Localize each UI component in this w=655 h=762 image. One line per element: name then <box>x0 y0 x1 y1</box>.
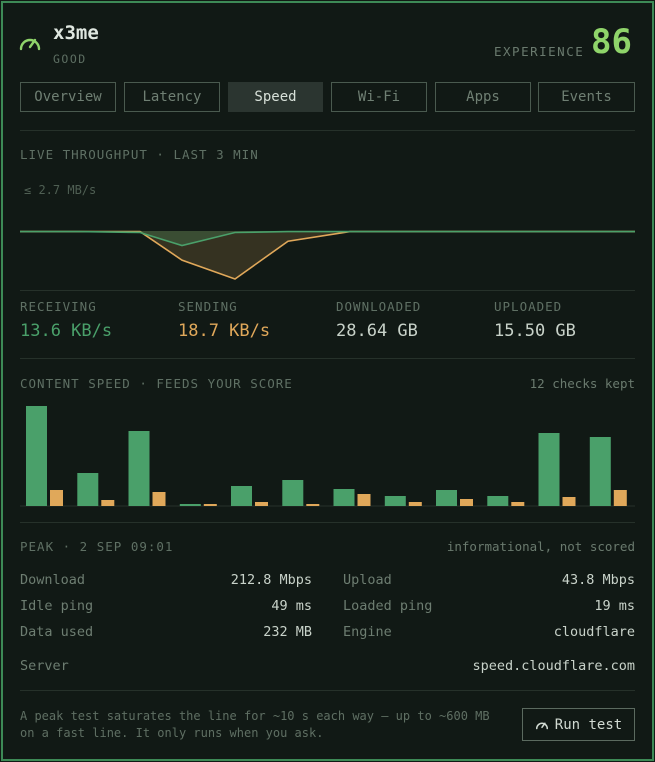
stat-downloaded-value: 28.64 GB <box>336 321 418 341</box>
tab-apps[interactable]: Apps <box>435 82 531 112</box>
server-value: speed.cloudflare.com <box>472 658 635 674</box>
stat-receiving-value: 13.6 KB/s <box>20 321 113 341</box>
peak-upload-label: Upload <box>343 572 392 588</box>
bar-download-3 <box>128 431 150 506</box>
tab-speed[interactable]: Speed <box>228 82 323 112</box>
bar-download-8 <box>384 496 406 506</box>
speedometer-icon <box>535 721 548 729</box>
peak-download-label: Download <box>20 572 86 588</box>
throughput-line-receiving <box>20 230 635 247</box>
bar-upload-3 <box>152 492 166 506</box>
divider <box>20 522 635 523</box>
divider <box>20 290 635 291</box>
bar-download-1 <box>26 406 47 506</box>
checks-count: 12 checks kept <box>529 376 635 391</box>
footer-note-line1: A peak test saturates the line for ~10 s… <box>20 709 490 723</box>
bar-upload-7 <box>357 494 371 506</box>
stat-uploaded-value: 15.50 GB <box>494 321 576 341</box>
bar-upload-4 <box>203 504 217 506</box>
bar-upload-1 <box>50 490 63 506</box>
bar-download-2 <box>77 473 99 506</box>
bar-upload-9 <box>460 499 473 506</box>
tab-latency[interactable]: Latency <box>124 82 220 112</box>
peak-loaded-ping-label: Loaded ping <box>343 598 433 614</box>
status-text: GOOD <box>53 52 87 66</box>
divider <box>20 358 635 359</box>
device-name: x3me <box>53 22 99 44</box>
peak-loaded-ping-value: 19 ms <box>594 598 635 614</box>
run-test-label: Run test <box>554 716 623 733</box>
stat-uploaded-label: UPLOADED <box>494 299 563 314</box>
throughput-area-receiving <box>20 231 635 246</box>
bar-download-6 <box>282 480 304 506</box>
bar-upload-2 <box>101 500 115 506</box>
bar-download-11 <box>538 433 560 506</box>
speedometer-icon <box>19 38 41 51</box>
experience-label: EXPERIENCE <box>494 44 585 59</box>
peak-data-used-value: 232 MB <box>263 624 312 640</box>
throughput-title: LIVE THROUGHPUT · LAST 3 MIN <box>20 147 259 162</box>
server-label: Server <box>20 658 69 674</box>
divider <box>20 690 635 691</box>
peak-title: PEAK · 2 SEP 09:01 <box>20 539 174 554</box>
experience-score: 86 <box>591 22 632 62</box>
bar-download-5 <box>231 486 252 506</box>
bar-download-12 <box>589 437 611 506</box>
content-speed-title: CONTENT SPEED · FEEDS YOUR SCORE <box>20 376 293 391</box>
peak-idle-ping-value: 49 ms <box>271 598 312 614</box>
bar-upload-11 <box>562 497 576 506</box>
bar-upload-10 <box>511 502 525 506</box>
stat-sending-value: 18.7 KB/s <box>178 321 271 341</box>
divider <box>20 130 635 131</box>
peak-upload-value: 43.8 Mbps <box>561 572 635 588</box>
stat-receiving-label: RECEIVING <box>20 299 97 314</box>
peak-engine-label: Engine <box>343 624 392 640</box>
footer-note: A peak test saturates the line for ~10 s… <box>20 708 490 742</box>
stat-downloaded-label: DOWNLOADED <box>336 299 422 314</box>
bar-download-4 <box>179 504 201 506</box>
content-speed-chart <box>20 406 635 507</box>
peak-data-used-label: Data used <box>20 624 94 640</box>
bar-download-9 <box>436 490 457 506</box>
tab-events[interactable]: Events <box>538 82 635 112</box>
stat-sending-label: SENDING <box>178 299 238 314</box>
throughput-area-sending <box>20 231 635 279</box>
bar-download-10 <box>487 496 509 506</box>
peak-note: informational, not scored <box>446 539 635 554</box>
footer-note-line2: on a fast line. It only runs when you as… <box>20 726 324 740</box>
throughput-line-sending <box>20 230 635 280</box>
run-test-button[interactable]: Run test <box>522 708 635 741</box>
bar-upload-12 <box>613 490 627 506</box>
peak-engine-value: cloudflare <box>553 624 635 640</box>
peak-idle-ping-label: Idle ping <box>20 598 94 614</box>
throughput-scale: ≤ 2.7 MB/s <box>24 183 97 197</box>
throughput-chart <box>20 230 635 280</box>
bar-upload-5 <box>255 502 268 506</box>
tab-wifi[interactable]: Wi-Fi <box>331 82 427 112</box>
peak-download-value: 212.8 Mbps <box>230 572 312 588</box>
bar-download-7 <box>333 489 355 506</box>
bar-upload-6 <box>306 504 320 506</box>
bar-upload-8 <box>408 502 422 506</box>
tab-overview[interactable]: Overview <box>20 82 116 112</box>
